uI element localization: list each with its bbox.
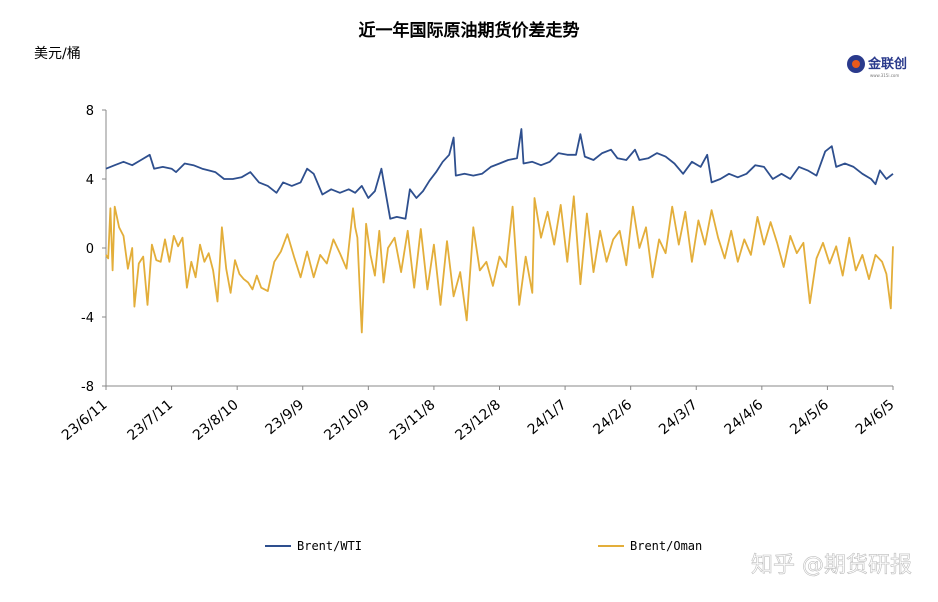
logo-text: 金联创 [867, 56, 907, 72]
y-axis-unit: 美元/桶 [34, 46, 81, 62]
x-tick-label: 24/6/5 [853, 397, 898, 438]
x-tick-label: 23/10/9 [321, 397, 373, 444]
y-tick-label: 0 [86, 242, 94, 257]
x-tick-label: 24/3/7 [656, 397, 701, 438]
x-tick-label: 23/6/11 [59, 397, 111, 444]
series-line-brent-oman [105, 195, 894, 334]
logo-mark-inner-icon [852, 60, 860, 68]
chart-title: 近一年国际原油期货价差走势 [359, 20, 580, 41]
legend-label: Brent/WTI [297, 539, 362, 553]
watermark: 知乎 @期货研报 [751, 553, 912, 578]
logo-url: www.315i.com [870, 73, 899, 78]
legend-label: Brent/Oman [630, 539, 702, 553]
x-tick-label: 23/12/8 [452, 397, 504, 444]
legend: Brent/WTI Brent/Oman [265, 539, 702, 553]
series-line-brent-wti [105, 128, 894, 220]
x-ticks: 23/6/11 23/7/11 23/8/10 23/9/9 23/10/9 23/11/… [59, 386, 898, 444]
x-tick-label: 24/2/6 [590, 397, 635, 438]
logo: 金联创 www.315i.com [847, 55, 907, 78]
series-layer [105, 128, 894, 334]
x-tick-label: 24/1/7 [525, 397, 570, 438]
y-tick-label: 4 [86, 173, 94, 188]
y-tick-label: -8 [81, 380, 94, 395]
x-tick-label: 23/7/11 [125, 397, 177, 444]
y-tick-label: -4 [81, 311, 94, 326]
y-tick-label: 8 [86, 104, 94, 119]
x-tick-label: 23/11/8 [387, 397, 439, 444]
x-tick-label: 24/5/6 [787, 397, 832, 438]
y-ticks: 8 4 0 -4 -8 [81, 104, 106, 395]
x-tick-label: 23/8/10 [190, 397, 242, 444]
x-tick-label: 23/9/9 [263, 397, 308, 438]
x-tick-label: 24/4/6 [722, 397, 767, 438]
